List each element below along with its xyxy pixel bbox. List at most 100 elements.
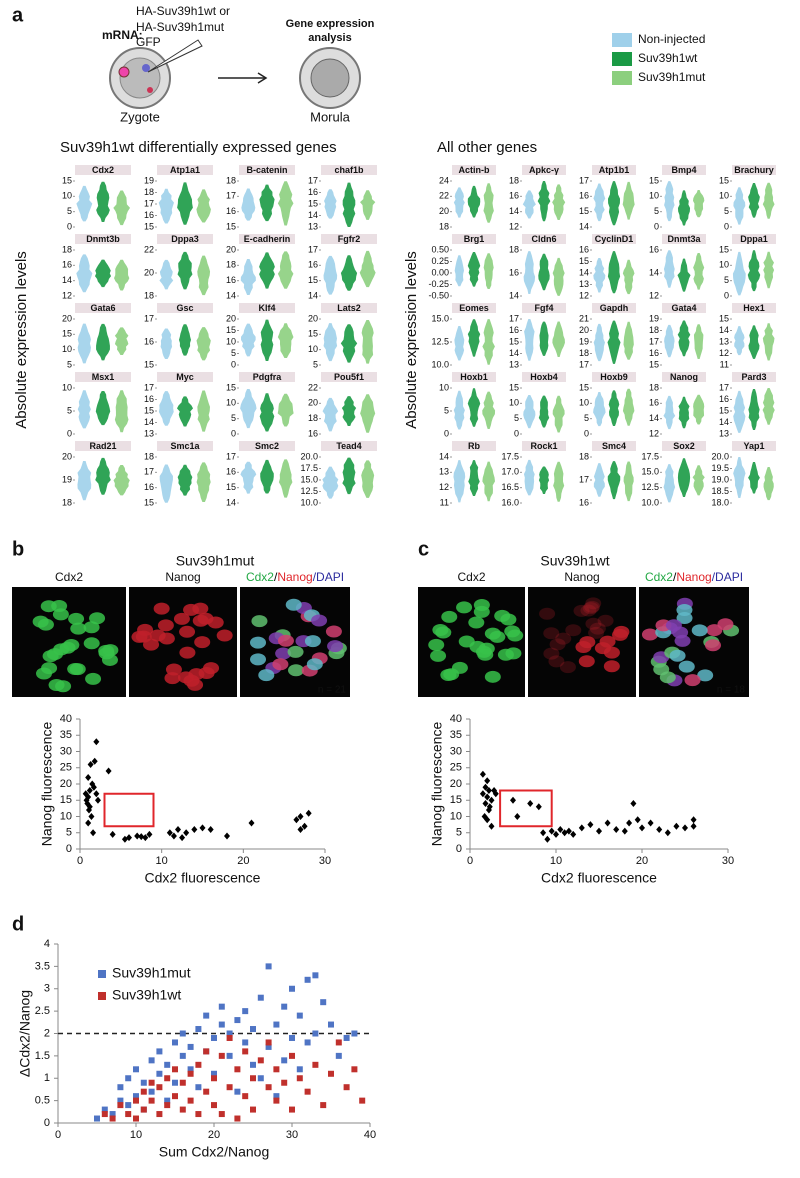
cell xyxy=(582,602,599,615)
cell xyxy=(589,622,606,635)
gene-label: Smc1a xyxy=(170,441,200,451)
gene-label: Lats2 xyxy=(337,303,361,313)
gene-label-box xyxy=(157,303,213,313)
violin xyxy=(523,459,535,496)
cell xyxy=(588,626,605,639)
gene-label-box xyxy=(321,303,377,313)
y-tick-label: 13 xyxy=(144,428,154,438)
gene-label-box xyxy=(452,234,496,244)
gene-label: Atp1a1 xyxy=(170,165,200,175)
point xyxy=(488,796,495,804)
y-tick-label: 16 xyxy=(144,482,154,492)
point xyxy=(164,1102,171,1109)
y-tick-label: 17 xyxy=(144,467,154,477)
gene-label-box xyxy=(592,372,636,382)
y-tick-label: 18 xyxy=(308,413,318,423)
y-tick-label: 11 xyxy=(440,497,449,507)
point xyxy=(335,1039,342,1046)
point xyxy=(133,1066,139,1073)
gene-label: Pou5f1 xyxy=(334,372,364,382)
violin xyxy=(523,251,536,294)
point xyxy=(133,1093,139,1100)
gene-label: Dnmt3b xyxy=(86,234,120,244)
y-tick-label: 15 xyxy=(719,175,729,185)
cell xyxy=(575,641,592,654)
gene-label: Gata4 xyxy=(671,303,696,313)
point xyxy=(265,963,272,970)
y-tick-label: 16 xyxy=(226,467,236,477)
cell xyxy=(441,610,458,623)
y-tick-label: 0 xyxy=(456,843,462,855)
point xyxy=(170,832,177,840)
legend-label: Suv39h1wt xyxy=(112,987,181,1003)
gene-label: Hoxb1 xyxy=(460,372,488,382)
y-tick-label: 0 xyxy=(44,1117,50,1129)
y-tick-label: 10 xyxy=(226,336,236,346)
gene-label-box xyxy=(662,165,706,175)
y-tick-label: 16 xyxy=(649,398,659,408)
gene-label-box xyxy=(452,303,496,313)
point xyxy=(296,1075,303,1082)
y-tick-label: 13 xyxy=(509,359,519,369)
point xyxy=(626,819,633,827)
point xyxy=(242,1048,249,1055)
y-tick-label: 18 xyxy=(649,325,659,335)
point xyxy=(690,816,697,824)
y-tick-label: 17 xyxy=(579,175,589,185)
point xyxy=(175,826,181,833)
point xyxy=(187,1043,194,1050)
point xyxy=(297,826,304,833)
point xyxy=(248,819,255,827)
cell xyxy=(48,678,65,691)
y-tick-label: 14 xyxy=(719,325,729,335)
x-tick-label: 10 xyxy=(156,855,168,867)
y-tick-label: 19 xyxy=(579,336,589,346)
y-tick-label: 14 xyxy=(144,417,154,427)
y-tick-label: 2.5 xyxy=(35,1005,50,1017)
y-tick-label: 14 xyxy=(439,451,449,461)
point xyxy=(88,813,95,820)
violin xyxy=(539,321,549,356)
violin xyxy=(176,396,194,427)
point xyxy=(304,1039,311,1046)
violin xyxy=(763,466,774,501)
y-tick-label: 3.5 xyxy=(35,960,50,972)
y-tick-label: 0 xyxy=(724,221,729,231)
point xyxy=(273,1021,280,1028)
merge-part: Cdx2 xyxy=(645,570,673,584)
y-tick-label: 18 xyxy=(439,221,449,231)
point xyxy=(630,800,637,807)
point xyxy=(85,774,92,781)
y-tick-label: 0 xyxy=(231,359,236,369)
gene-label-box xyxy=(522,372,566,382)
cell xyxy=(428,638,445,651)
point xyxy=(510,796,516,804)
y-tick-label: 15 xyxy=(719,313,729,323)
gene-label: Brg1 xyxy=(464,234,485,244)
point xyxy=(234,1088,241,1095)
y-tick-label: 17.5 xyxy=(300,463,318,473)
point xyxy=(596,827,602,835)
point xyxy=(482,783,489,791)
point xyxy=(639,824,645,832)
y-tick-label: 0 xyxy=(67,221,72,231)
mrna-text: GFP xyxy=(136,35,161,49)
point xyxy=(156,1084,163,1091)
point xyxy=(273,1093,280,1100)
y-tick-label: 17 xyxy=(649,336,659,346)
gene-label-box xyxy=(452,372,496,382)
y-tick-label: 5 xyxy=(231,413,236,423)
point xyxy=(148,1097,155,1104)
violin xyxy=(593,323,606,362)
panel-label: a xyxy=(12,4,24,26)
violin xyxy=(663,464,676,503)
cell xyxy=(597,614,614,627)
cell xyxy=(665,619,682,632)
violin xyxy=(240,461,257,494)
point xyxy=(195,1111,202,1118)
violin xyxy=(762,388,775,425)
gene-label-box xyxy=(157,441,213,451)
point xyxy=(117,1097,124,1104)
violin xyxy=(693,252,705,290)
